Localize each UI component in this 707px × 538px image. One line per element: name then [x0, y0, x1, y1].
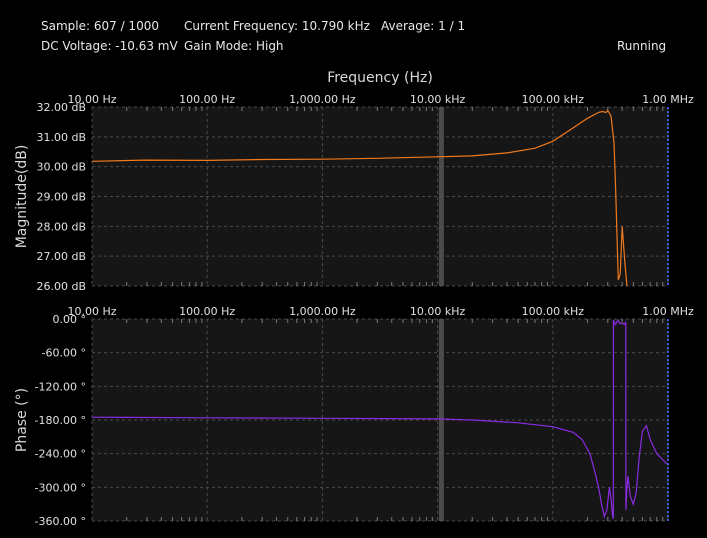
y-tick-label: -240.00 ° — [35, 448, 86, 461]
y-tick-label: 30.00 dB — [36, 161, 86, 174]
y-tick-label: 31.00 dB — [36, 131, 86, 144]
magnitude-x-tick-labels: 10.00 Hz 100.00 Hz 1,000.00 Hz 10.00 kHz 100… — [67, 93, 694, 106]
y-tick-label: 26.00 dB — [36, 280, 86, 293]
phase-axis-title: Phase (°) — [14, 388, 30, 452]
phase-frequency-cursor[interactable] — [438, 319, 444, 521]
y-tick-label: 32.00 dB — [36, 101, 86, 114]
y-tick-label: -360.00 ° — [35, 515, 86, 528]
average-counter: Average: 1 / 1 — [381, 19, 466, 33]
x-tick-label: 100.00 kHz — [522, 93, 585, 106]
magnitude-y-tick-labels: 32.00 dB 31.00 dB 30.00 dB 29.00 dB 28.00 dB… — [36, 101, 86, 293]
y-tick-label: -60.00 ° — [42, 347, 86, 360]
magnitude-frequency-cursor[interactable] — [438, 107, 444, 286]
magnitude-plot[interactable]: 10.00 Hz 100.00 Hz 1,000.00 Hz 10.00 kHz 100… — [14, 70, 694, 293]
y-tick-label: 28.00 dB — [36, 220, 86, 233]
magnitude-trace — [91, 109, 628, 287]
x-tick-label: 1.00 MHz — [642, 305, 694, 318]
x-tick-label: 1,000.00 Hz — [289, 305, 356, 318]
y-tick-label: 27.00 dB — [36, 250, 86, 263]
phase-x-tick-labels: 10.00 Hz 100.00 Hz 1,000.00 Hz 10.00 kHz 100… — [67, 305, 694, 318]
y-tick-label: -300.00 ° — [35, 481, 86, 494]
sample-counter: Sample: 607 / 1000 — [41, 19, 159, 33]
x-tick-label: 1.00 MHz — [642, 93, 694, 106]
x-tick-label: 10.00 kHz — [410, 93, 466, 106]
run-status: Running — [617, 39, 667, 53]
current-frequency-readout: Current Frequency: 10.790 kHz — [184, 19, 370, 33]
y-tick-label: 29.00 dB — [36, 191, 86, 204]
x-tick-label: 10.00 kHz — [410, 305, 466, 318]
magnitude-axis-title: Magnitude(dB) — [14, 145, 30, 249]
frequency-axis-title: Frequency (Hz) — [327, 70, 433, 86]
x-tick-label: 100.00 Hz — [179, 93, 235, 106]
y-tick-label: -180.00 ° — [35, 414, 86, 427]
phase-y-tick-labels: 0.00 ° -60.00 ° -120.00 ° -180.00 ° -240.00 … — [35, 313, 86, 528]
x-tick-label: 100.00 kHz — [522, 305, 585, 318]
x-tick-label: 1,000.00 Hz — [289, 93, 356, 106]
gain-mode-readout: Gain Mode: High — [184, 39, 284, 53]
y-tick-label: -120.00 ° — [35, 380, 86, 393]
magnitude-grid — [91, 106, 669, 287]
x-tick-label: 100.00 Hz — [179, 305, 235, 318]
dc-voltage-readout: DC Voltage: -10.63 mV — [41, 39, 178, 53]
x-tick-label: 10.00 Hz — [67, 93, 116, 106]
phase-plot[interactable]: 10.00 Hz 100.00 Hz 1,000.00 Hz 10.00 kHz 100… — [14, 305, 694, 528]
phase-trace — [91, 318, 669, 519]
x-tick-label: 10.00 Hz — [67, 305, 116, 318]
y-tick-label: 0.00 ° — [53, 313, 87, 326]
